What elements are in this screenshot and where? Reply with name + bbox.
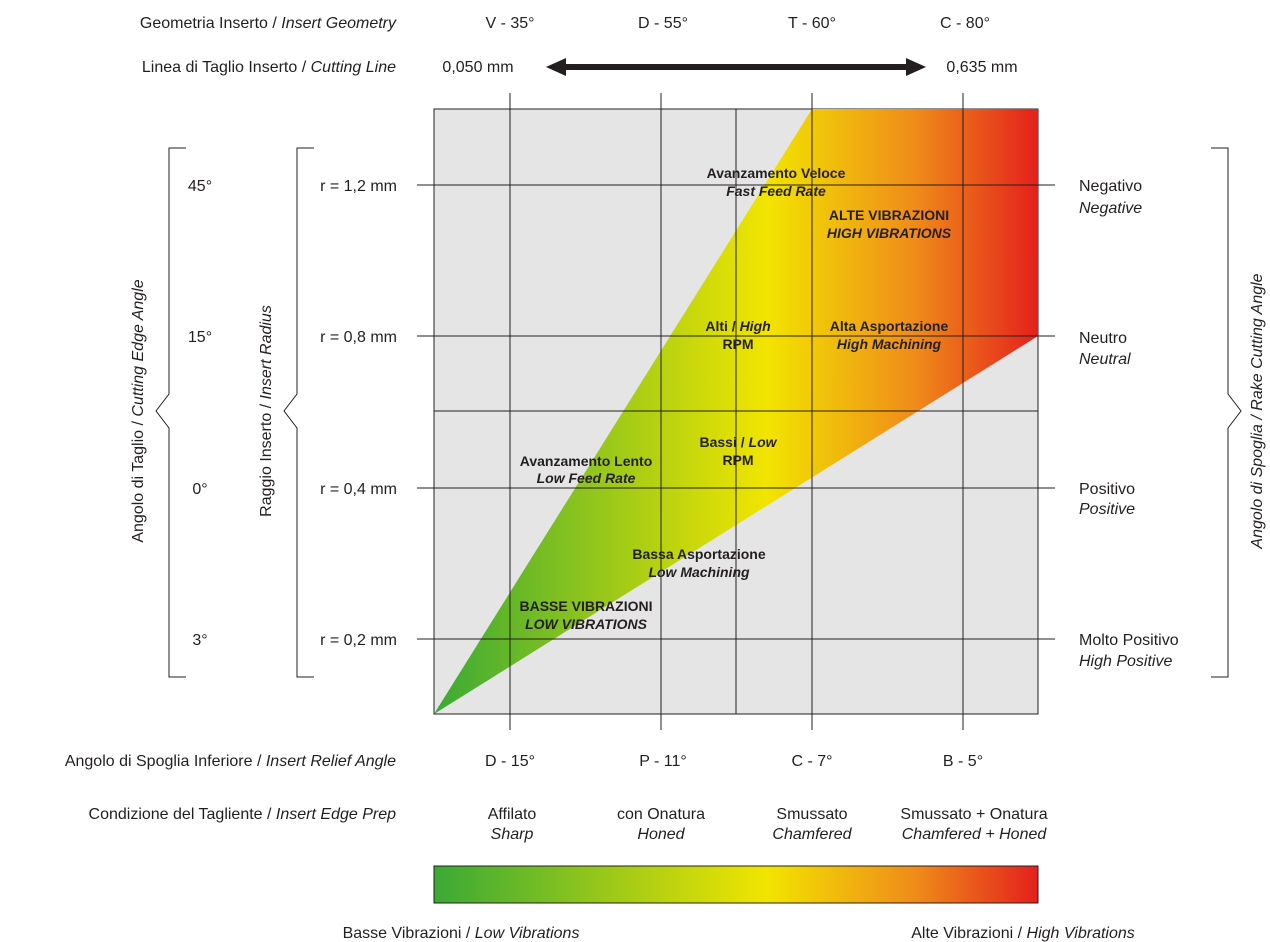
- cutting-line-max: 0,635 mm: [946, 59, 1017, 76]
- geometry-label: Geometria Inserto / Insert Geometry: [140, 15, 397, 32]
- zone-high-vibrations: ALTE VIBRAZIONI: [829, 207, 949, 223]
- rake-angle-value: Molto Positivo: [1079, 632, 1179, 649]
- cutting-edge-angle-axis: Angolo di Taglio / Cutting Edge Angle 45…: [130, 147, 212, 678]
- zone-high-rpm-unit: RPM: [722, 336, 753, 352]
- zone-slow-feed-en: Low Feed Rate: [537, 470, 636, 486]
- zone-low-vibrations-en: LOW VIBRATIONS: [525, 616, 648, 632]
- rake-angle-title: Angolo di Spoglia / Rake Cutting Angle: [1249, 273, 1266, 549]
- legend-high-label: Alte Vibrazioni / High Vibrations: [911, 925, 1135, 942]
- cutting-edge-angle-value: 45°: [188, 178, 212, 195]
- cutting-line-min: 0,050 mm: [442, 59, 513, 76]
- zone-fast-feed-en: Fast Feed Rate: [726, 183, 826, 199]
- geometry-value: C - 80°: [940, 15, 990, 32]
- cutting-line-row: Linea di Taglio Inserto / Cutting Line 0…: [142, 58, 1018, 76]
- zone-high-machining-en: High Machining: [837, 336, 942, 352]
- zone-high-rpm: Alti / High: [705, 318, 770, 334]
- edge-prep-value-en: Honed: [637, 826, 685, 843]
- rake-angle-value: Negativo: [1079, 178, 1142, 195]
- cutting-edge-angle-title: Angolo di Taglio / Cutting Edge Angle: [130, 279, 147, 542]
- insert-radius-axis: Raggio Inserto / Insert Radius r = 1,2 m…: [258, 147, 397, 678]
- rake-angle-value: Neutro: [1079, 330, 1127, 347]
- rake-angle-value-en: Positive: [1079, 501, 1135, 518]
- legend-low-label: Basse Vibrazioni / Low Vibrations: [343, 925, 580, 942]
- edge-prep-value: Smussato + Onatura: [900, 806, 1047, 823]
- geometry-value: T - 60°: [788, 15, 836, 32]
- edge-prep-row: Condizione del Tagliente / Insert Edge P…: [89, 806, 1048, 843]
- zone-low-vibrations: BASSE VIBRAZIONI: [519, 598, 652, 614]
- zone-low-machining-en: Low Machining: [648, 564, 750, 580]
- zone-low-machining: Bassa Asportazione: [632, 546, 766, 562]
- zone-high-vibrations-en: HIGH VIBRATIONS: [827, 225, 952, 241]
- left-brace-icon: [283, 147, 314, 678]
- rake-angle-value-en: Negative: [1079, 200, 1142, 217]
- relief-angle-value: C - 7°: [791, 753, 832, 770]
- zone-low-rpm-unit: RPM: [722, 452, 753, 468]
- insert-radius-title: Raggio Inserto / Insert Radius: [258, 305, 275, 517]
- relief-angle-value: P - 11°: [639, 753, 687, 770]
- edge-prep-value: Smussato: [776, 806, 847, 823]
- edge-prep-value: Affilato: [488, 806, 537, 823]
- geometry-value: D - 55°: [638, 15, 688, 32]
- zone-low-rpm: Bassi / Low: [699, 434, 777, 450]
- insert-radius-value: r = 1,2 mm: [320, 178, 397, 195]
- insert-radius-value: r = 0,4 mm: [320, 481, 397, 498]
- geometry-value: V - 35°: [485, 15, 534, 32]
- rake-angle-value-en: Neutral: [1079, 351, 1131, 368]
- double-arrow-icon: [546, 58, 926, 76]
- edge-prep-label: Condizione del Tagliente / Insert Edge P…: [89, 806, 397, 823]
- zone-high-machining: Alta Asportazione: [830, 318, 949, 334]
- geometry-row: Geometria Inserto / Insert Geometry V - …: [140, 15, 990, 32]
- rake-angle-value: Positivo: [1079, 481, 1135, 498]
- relief-angle-value: D - 15°: [485, 753, 535, 770]
- edge-prep-value-en: Sharp: [491, 826, 534, 843]
- rake-angle-value-en: High Positive: [1079, 653, 1172, 670]
- cutting-edge-angle-value: 0°: [192, 481, 207, 498]
- rake-angle-axis: Negativo Negative Neutro Neutral Positiv…: [1079, 147, 1266, 678]
- edge-prep-value-en: Chamfered: [772, 826, 852, 843]
- cutting-edge-angle-value: 15°: [188, 329, 212, 346]
- insert-radius-value: r = 0,8 mm: [320, 329, 397, 346]
- left-brace-icon: [155, 147, 186, 678]
- right-brace-icon: [1211, 147, 1242, 678]
- cutting-line-label: Linea di Taglio Inserto / Cutting Line: [142, 59, 396, 76]
- zone-slow-feed: Avanzamento Lento: [520, 453, 653, 469]
- vibration-legend: Basse Vibrazioni / Low Vibrations Alte V…: [343, 865, 1135, 942]
- relief-angle-row: Angolo di Spoglia Inferiore / Insert Rel…: [65, 753, 983, 770]
- zone-fast-feed: Avanzamento Veloce: [707, 165, 846, 181]
- cutting-edge-angle-value: 3°: [192, 632, 207, 649]
- zone-labels: Avanzamento Veloce Fast Feed Rate ALTE V…: [519, 165, 951, 632]
- relief-angle-label: Angolo di Spoglia Inferiore / Insert Rel…: [65, 753, 396, 770]
- insert-radius-value: r = 0,2 mm: [320, 632, 397, 649]
- relief-angle-value: B - 5°: [943, 753, 983, 770]
- legend-gradient-bar: [433, 865, 1039, 904]
- edge-prep-value-en: Chamfered + Honed: [902, 826, 1048, 843]
- edge-prep-value: con Onatura: [617, 806, 705, 823]
- horizontal-grid: [417, 184, 1055, 640]
